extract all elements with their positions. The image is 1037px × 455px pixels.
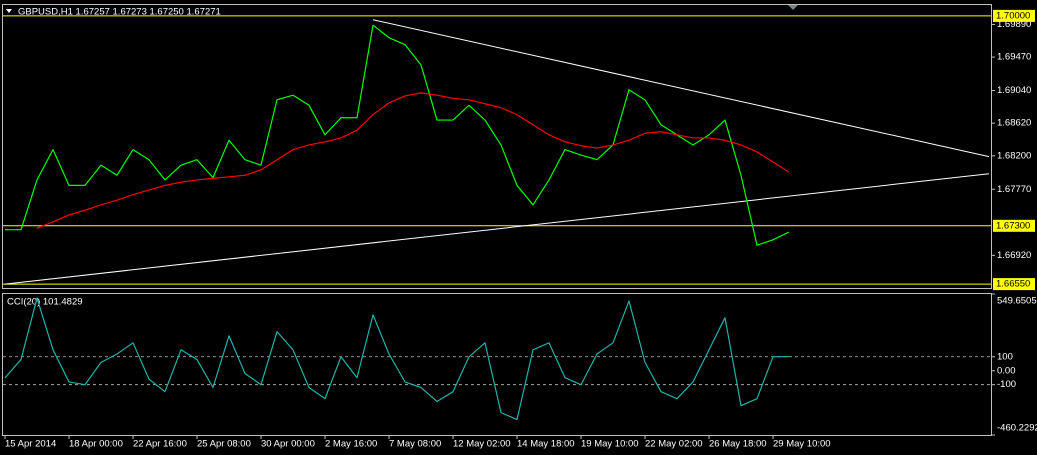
y-tick-label: 100 [997,351,1013,362]
shift-marker [788,5,798,10]
price-label: 1.67300 [996,220,1030,231]
price-label: 1.66550 [996,279,1030,290]
x-tick-label: 26 May 18:00 [709,439,767,450]
price-label-box [993,9,1035,22]
y-tick-label: 1.69040 [997,85,1031,96]
series-line [5,24,790,246]
y-tick-label: 1.69470 [997,52,1031,63]
x-tick-label: 2 May 16:00 [325,439,377,450]
x-tick-label: 29 May 10:00 [773,439,831,450]
y-tick-label: 1.69890 [997,19,1031,30]
menu-arrow[interactable] [6,9,12,13]
trendline [372,19,990,158]
price-label-box [993,219,1035,232]
y-tick-label: 1.68200 [997,150,1031,161]
x-tick-label: 22 May 02:00 [645,439,703,450]
y-tick-label: -460.2292 [997,423,1037,434]
y-tick-label: 0.00 [997,365,1016,376]
x-tick-label: 14 May 18:00 [517,439,575,450]
x-tick-label: 30 Apr 00:00 [261,439,315,450]
x-tick-label: 12 May 02:00 [453,439,511,450]
x-tick-label: 7 May 08:00 [389,439,441,450]
y-tick-label: 1.67770 [997,184,1031,195]
price-label-box [993,278,1035,291]
panel-title: CCI(20) 101.4829 [7,297,83,308]
price-label: 1.70000 [996,10,1030,21]
series-line [4,297,790,421]
y-tick-label: -100 [997,379,1016,390]
x-tick-label: 18 Apr 00:00 [69,439,123,450]
y-tick-label: 549.6505 [997,296,1037,307]
x-tick-label: 25 Apr 08:00 [197,439,251,450]
cci-panel-frame [2,293,992,436]
price-panel-frame [2,4,992,289]
x-tick-label: 19 May 10:00 [581,439,639,450]
y-tick-label: 1.68620 [997,118,1031,129]
panel-title: GBPUSD,H1 1.67257 1.67273 1.67250 1.6727… [18,7,221,18]
series-line [36,92,790,229]
trendline [4,173,990,285]
x-tick-label: 15 Apr 2014 [5,439,56,450]
y-tick-label: 1.66920 [997,250,1031,261]
x-tick-label: 22 Apr 16:00 [133,439,187,450]
